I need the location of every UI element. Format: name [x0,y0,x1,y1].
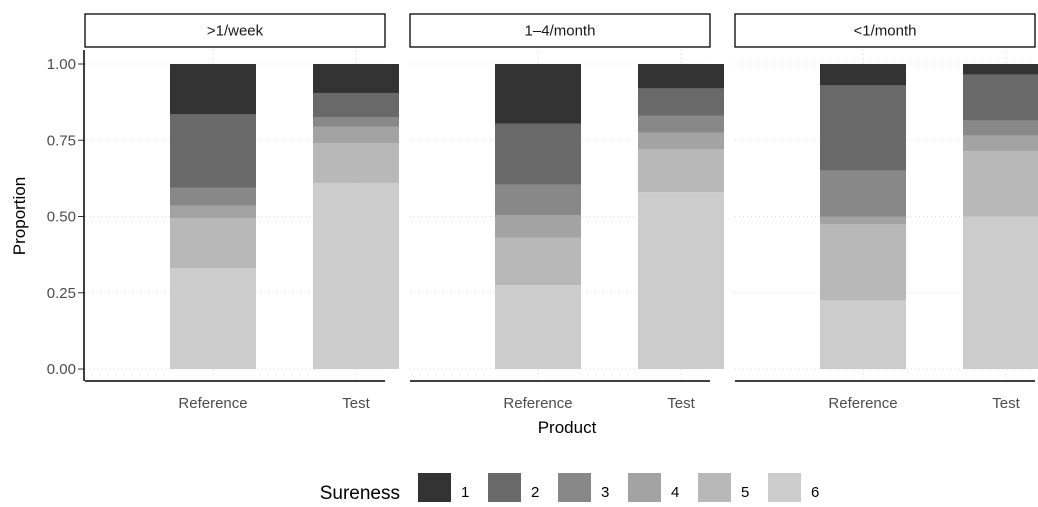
bar-segment-4 [170,205,256,219]
bar-segment-1 [820,64,906,86]
bar-segment-1 [495,64,581,124]
bar-segment-6 [820,300,906,369]
legend-swatch [488,473,521,503]
bar-segment-4 [820,216,906,225]
bar-segment-6 [170,268,256,369]
legend-swatch [768,473,801,503]
bar-segment-1 [638,64,724,89]
bar-segment-3 [820,170,906,217]
bar-segment-1 [170,64,256,115]
facet-strip-label: 1–4/month [525,23,596,40]
bar-segment-3 [495,184,581,215]
bar-segment-4 [313,126,399,144]
y-tick-label: 0.25 [47,285,76,302]
bar-segment-6 [495,285,581,369]
legend-swatch [698,473,731,503]
facet-strip [84,13,386,48]
legend-label: 4 [671,484,679,501]
bar-segment-2 [495,123,581,185]
bar-segment-6 [638,192,724,369]
bar-segment-4 [638,132,724,150]
bar-segment-2 [313,92,399,118]
legend-swatch [628,473,661,503]
facet-strip-label: <1/month [854,23,917,40]
bar-segment-5 [820,224,906,301]
x-tick-label: Test [992,395,1020,412]
bar-segment-2 [170,114,256,188]
facet-strip [734,13,1036,48]
bar-segment-5 [963,150,1038,217]
bar-segment-5 [313,143,399,183]
legend-title: Sureness [320,483,400,502]
y-tick-label: 0.50 [47,209,76,226]
y-tick-label: 0.75 [47,132,76,149]
x-tick-label: Reference [503,395,572,412]
y-axis-title: Proportion [10,177,29,255]
x-tick-label: Reference [828,395,897,412]
legend-label: 1 [461,484,469,501]
facet-strip [409,13,711,48]
x-axis-title: Product [538,418,597,437]
x-tick-label: Test [667,395,695,412]
bar-segment-4 [495,214,581,238]
legend-label: 5 [741,484,749,501]
bar-segment-3 [638,115,724,133]
x-tick-label: Reference [178,395,247,412]
legend-label: 6 [811,484,819,501]
bar-segment-1 [963,64,1038,75]
bar-segment-1 [313,64,399,93]
facet-strip-label: >1/week [207,23,264,40]
bar-segment-3 [170,187,256,206]
x-tick-label: Test [342,395,370,412]
y-tick-label: 0.00 [47,361,76,378]
bar-segment-4 [963,135,1038,151]
legend-swatch [558,473,591,503]
bar-segment-2 [820,85,906,171]
bar-segment-2 [638,88,724,116]
bar-segment-5 [638,149,724,193]
bar-segment-5 [170,218,256,269]
bar-segment-3 [963,120,1038,136]
bar-segment-5 [495,237,581,286]
bar-segment-6 [963,216,1038,369]
legend-label: 2 [531,484,539,501]
legend-label: 3 [601,484,609,501]
bar-segment-6 [313,182,399,369]
bar-segment-3 [313,117,399,127]
bar-segment-2 [963,74,1038,121]
legend-swatch [418,473,451,503]
y-tick-label: 1.00 [47,56,76,73]
